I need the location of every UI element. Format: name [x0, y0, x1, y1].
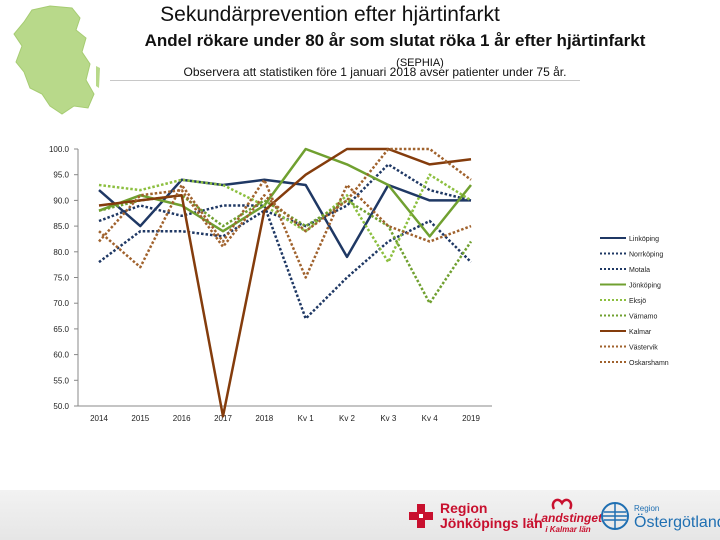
series-line-8	[98, 147, 472, 248]
legend-label-0: Linköping	[629, 236, 659, 243]
legend-label-1: Norrköping	[629, 252, 663, 259]
series-line-2	[98, 204, 472, 320]
legend-label-6: Kalmar	[629, 329, 652, 336]
landstinget-kalmar-logo: Landstinget i Kalmar län	[532, 496, 602, 536]
x-tick-label: Kv 1	[298, 414, 315, 423]
title-divider	[110, 80, 580, 81]
heart-swoosh-icon	[551, 498, 573, 510]
page-title: Sekundärprevention efter hjärtinfarkt	[160, 3, 500, 26]
x-tick-label: 2014	[90, 414, 108, 423]
x-tick-label: 2019	[462, 414, 480, 423]
series-line-0	[98, 178, 471, 259]
x-tick-label: 2015	[131, 414, 149, 423]
red-cross-icon	[409, 504, 433, 528]
county-map-logo	[13, 5, 100, 115]
footer-bar	[0, 490, 720, 540]
y-tick-label: 55.0	[53, 376, 69, 385]
legend-label-2: Motala	[629, 267, 650, 274]
legend-label-5: Värnamo	[629, 314, 658, 321]
y-tick-label: 50.0	[53, 402, 69, 411]
source-label: (SEPHIA)	[396, 57, 444, 69]
legend-label-4: Eksjö	[629, 298, 646, 305]
y-tick-label: 85.0	[53, 222, 69, 231]
x-tick-label: 2018	[255, 414, 273, 423]
x-tick-label: Kv 4	[422, 414, 439, 423]
series-line-7	[98, 178, 472, 279]
chart-note: Observera att statistiken före 1 januari…	[183, 65, 567, 79]
x-tick-label: Kv 2	[339, 414, 356, 423]
legend-label-8: Oskarshamn	[629, 360, 669, 367]
y-tick-label: 75.0	[53, 274, 69, 283]
logo1-line1: Region	[440, 500, 488, 516]
logo2-line1: Landstinget	[534, 511, 602, 525]
series-line-6	[98, 147, 472, 418]
series-line-1	[98, 163, 472, 264]
line-chart: 100.0 95.0 90.0 85.0 80.0 75.0 70.0 65.0 60.0 55.…	[49, 145, 669, 423]
y-tick-label: 60.0	[53, 351, 69, 360]
y-tick-label: 95.0	[53, 171, 69, 180]
x-tick-label: Kv 3	[380, 414, 397, 423]
globe-icon	[601, 502, 629, 530]
series-line-3	[98, 147, 472, 238]
y-tick-label: 90.0	[53, 196, 69, 205]
logo2-line2: i Kalmar län	[545, 525, 591, 534]
series-line-4	[98, 173, 472, 264]
region-jonkoping-logo: Region Jönköpings län	[408, 496, 543, 536]
region-ostergotland-logo: Region Östergötland	[600, 496, 720, 536]
y-tick-label: 70.0	[53, 299, 69, 308]
x-tick-label: 2017	[214, 414, 232, 423]
logo1-line2: Jönköpings län	[440, 515, 543, 531]
y-tick-label: 80.0	[53, 248, 69, 257]
y-tick-label: 100.0	[49, 145, 70, 154]
legend-label-7: Västervik	[629, 345, 658, 352]
y-tick-label: 65.0	[53, 325, 69, 334]
logo3-line1: Region	[634, 504, 660, 513]
logo3-line2: Östergötland	[634, 514, 720, 531]
chart-subtitle: Andel rökare under 80 år som slutat röka…	[144, 31, 646, 50]
x-tick-label: 2016	[173, 414, 191, 423]
legend-label-3: Jönköping	[629, 283, 661, 290]
